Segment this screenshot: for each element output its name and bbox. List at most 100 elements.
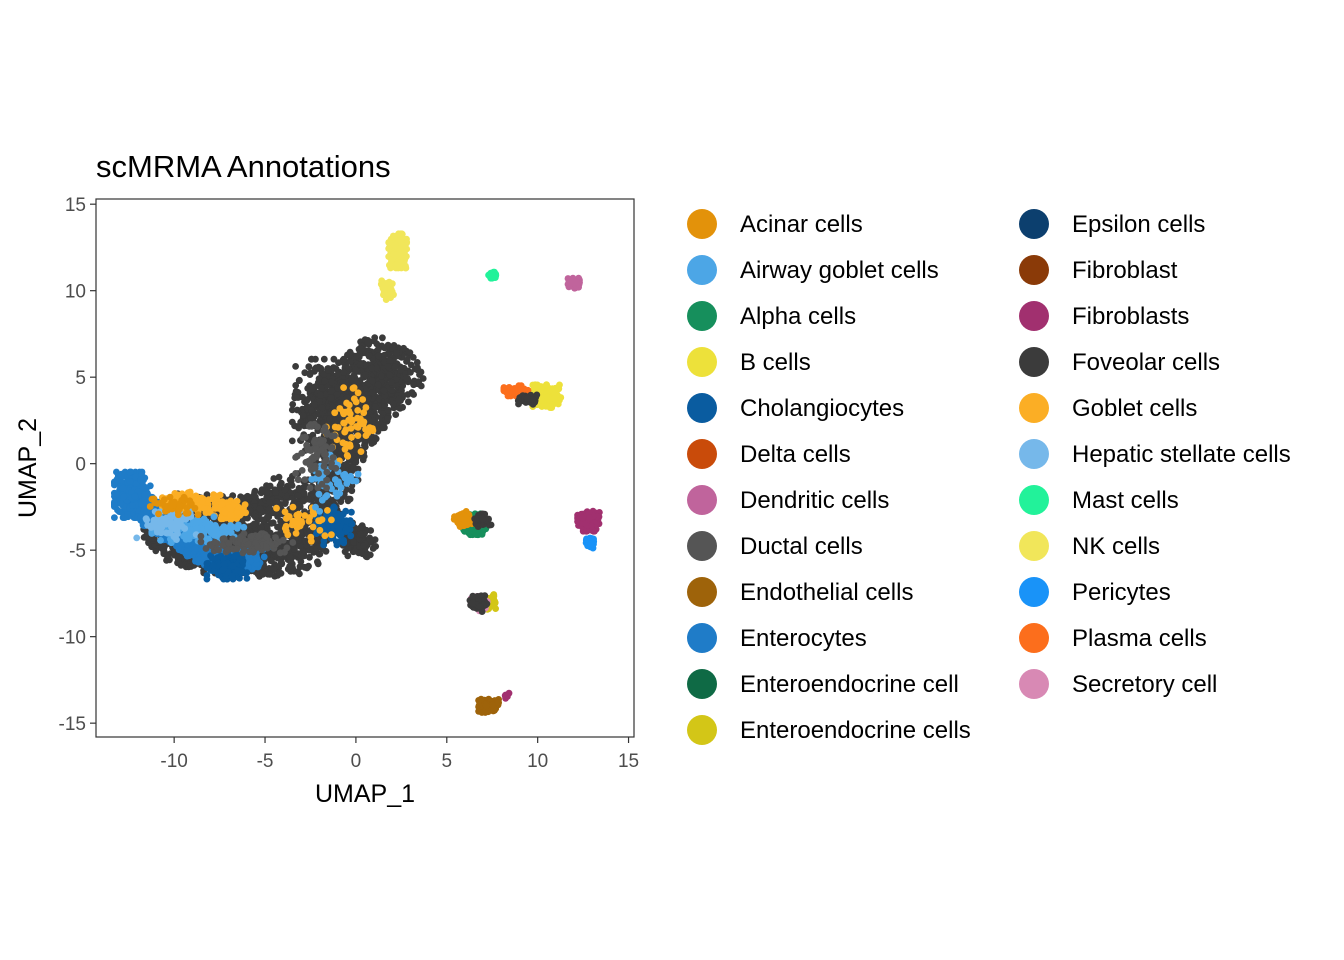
data-point (220, 560, 228, 568)
data-point (194, 525, 201, 532)
data-point (340, 368, 348, 376)
data-point (373, 340, 381, 348)
data-point (386, 356, 393, 364)
data-point (292, 363, 299, 370)
data-point (407, 361, 415, 369)
data-point (307, 537, 315, 545)
data-point (111, 499, 118, 507)
cluster-foveolar-cells (336, 519, 380, 561)
data-point (175, 552, 182, 560)
data-point (312, 364, 320, 372)
data-point (250, 520, 258, 528)
data-point (400, 344, 407, 352)
data-point (221, 508, 229, 516)
data-point (360, 542, 368, 549)
data-point (343, 452, 351, 459)
data-point (295, 536, 302, 544)
data-point (117, 500, 125, 507)
data-point (157, 537, 164, 544)
data-point (241, 501, 249, 508)
data-point (291, 422, 298, 430)
data-point (242, 509, 250, 517)
data-point (158, 544, 166, 551)
data-point (211, 532, 218, 539)
data-point (344, 526, 352, 533)
data-point (406, 349, 414, 356)
data-point (340, 355, 348, 363)
data-point (315, 375, 323, 383)
data-point (364, 395, 372, 402)
data-point (392, 411, 400, 418)
data-point (141, 491, 149, 499)
data-point (358, 345, 366, 353)
data-point (233, 509, 241, 516)
data-point (323, 492, 331, 499)
data-point (111, 514, 118, 521)
data-point (301, 483, 309, 491)
data-point (389, 345, 396, 352)
data-point (259, 570, 267, 577)
data-point (138, 471, 146, 478)
data-point (320, 355, 328, 363)
data-point (256, 505, 264, 513)
data-point (345, 351, 352, 359)
data-point (294, 568, 302, 576)
data-point (352, 458, 360, 466)
data-point (374, 381, 382, 389)
data-point (376, 395, 383, 403)
data-point (336, 538, 344, 545)
data-point (361, 443, 369, 451)
data-point (133, 534, 141, 542)
data-point (193, 495, 201, 503)
data-point (321, 377, 329, 385)
data-point (393, 349, 400, 357)
data-point (381, 392, 389, 400)
data-point (126, 478, 134, 485)
data-point (381, 397, 389, 404)
data-point (236, 567, 244, 575)
plot-points (111, 230, 603, 716)
data-point (213, 492, 221, 500)
data-point (296, 522, 304, 530)
data-point (340, 419, 348, 427)
data-point (357, 361, 364, 368)
data-point (325, 367, 332, 374)
data-point (362, 371, 369, 379)
data-point (333, 390, 341, 398)
data-point (300, 489, 308, 497)
data-point (387, 378, 395, 386)
data-point (362, 432, 370, 439)
data-point (120, 493, 128, 501)
data-point (317, 384, 325, 392)
data-point (266, 499, 273, 506)
data-point (404, 391, 412, 398)
data-point (331, 423, 339, 431)
data-point (296, 543, 304, 550)
data-point (269, 509, 277, 517)
data-point (350, 538, 357, 546)
data-point (284, 512, 292, 520)
data-point (405, 398, 412, 406)
data-point (305, 363, 313, 371)
data-point (203, 575, 211, 583)
data-point (324, 507, 331, 514)
data-point (360, 409, 368, 417)
data-point (183, 548, 191, 556)
data-point (330, 355, 338, 363)
data-point (368, 364, 376, 372)
data-point (131, 493, 139, 500)
data-point (275, 473, 283, 481)
data-point (303, 403, 311, 411)
data-point (263, 523, 271, 531)
data-point (311, 400, 318, 408)
data-point (372, 403, 380, 411)
data-point (259, 516, 267, 524)
data-point (272, 489, 280, 496)
data-point (209, 562, 217, 569)
data-point (308, 476, 316, 483)
data-point (297, 562, 305, 570)
data-point (379, 334, 386, 342)
data-point (322, 547, 330, 555)
data-point (277, 559, 285, 567)
data-point (229, 492, 237, 499)
